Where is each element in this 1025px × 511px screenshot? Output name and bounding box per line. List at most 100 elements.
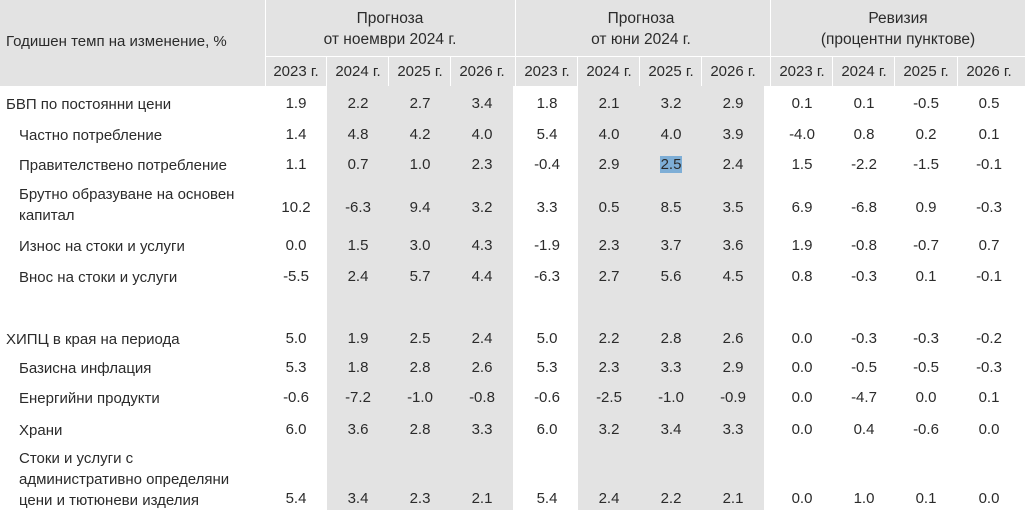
cell-value: -6.3 — [534, 268, 560, 285]
cell-value: -0.8 — [469, 389, 495, 406]
cell-value: 3.4 — [471, 95, 493, 112]
table-cell: -0.8 — [451, 389, 513, 406]
cell-value: 3.4 — [347, 490, 369, 507]
cell-value: 2.5 — [409, 330, 431, 347]
cell-value: 2.3 — [598, 359, 620, 376]
year-divider — [957, 56, 958, 86]
table-cell: 5.6 — [640, 268, 702, 285]
table-cell: 3.4 — [327, 490, 389, 507]
table-cell: 4.0 — [578, 126, 640, 143]
year-divider — [639, 56, 640, 86]
cell-value: -0.1 — [976, 156, 1002, 173]
cell-value: 9.4 — [409, 199, 431, 216]
cell-value: -0.7 — [913, 237, 939, 254]
table-cell: -0.6 — [265, 389, 327, 406]
table-cell: 3.2 — [451, 199, 513, 216]
header-subdivider — [265, 56, 1025, 57]
cell-value: 3.2 — [660, 95, 682, 112]
table-cell: -0.5 — [895, 95, 957, 112]
cell-value: 4.0 — [660, 126, 682, 143]
table-cell: 3.5 — [702, 199, 764, 216]
table-cell: 3.9 — [702, 126, 764, 143]
table-cell: -0.1 — [958, 268, 1020, 285]
cell-value: 1.9 — [347, 330, 369, 347]
cell-value: -0.3 — [913, 330, 939, 347]
cell-value: 1.4 — [285, 126, 307, 143]
cell-value: -0.5 — [851, 359, 877, 376]
cell-value: 2.1 — [598, 95, 620, 112]
cell-value: 2.8 — [660, 330, 682, 347]
cell-value: 5.3 — [285, 359, 307, 376]
table-cell: 5.0 — [265, 330, 327, 347]
table-cell: 2.7 — [389, 95, 451, 112]
row-label: БВП по постоянни цени — [6, 94, 171, 115]
year-divider — [577, 56, 578, 86]
year-header: 2023 г. — [524, 63, 570, 80]
table-cell: -7.2 — [327, 389, 389, 406]
cell-value: 3.0 — [409, 237, 431, 254]
table-cell: 0.1 — [958, 126, 1020, 143]
cell-value: 2.2 — [347, 95, 369, 112]
table-cell: -0.3 — [958, 199, 1020, 216]
year-divider — [450, 56, 451, 86]
cell-value: 2.9 — [722, 95, 744, 112]
cell-value: 3.3 — [722, 421, 744, 438]
table-cell: 1.0 — [389, 156, 451, 173]
table-cell: -0.2 — [958, 330, 1020, 347]
cell-value: 0.4 — [853, 421, 875, 438]
cell-value: 2.4 — [722, 156, 744, 173]
table-cell: 6.9 — [771, 199, 833, 216]
year-header: 2025 г. — [397, 63, 443, 80]
table-cell: 3.6 — [327, 421, 389, 438]
cell-value: 0.7 — [978, 237, 1000, 254]
table-cell: -0.5 — [895, 359, 957, 376]
cell-value: 2.8 — [409, 359, 431, 376]
row-label-line: Енергийни продукти — [19, 390, 160, 407]
year-header: 2023 г. — [779, 63, 825, 80]
year-header: 2023 г. — [273, 63, 319, 80]
table-cell: -0.6 — [516, 389, 578, 406]
row-label-line: цени и тютюневи изделия — [19, 492, 199, 509]
cell-value: 1.5 — [791, 156, 813, 173]
cell-value: -4.0 — [789, 126, 815, 143]
table-cell: 4.3 — [451, 237, 513, 254]
table-cell: 2.9 — [702, 95, 764, 112]
table-cell: -2.2 — [833, 156, 895, 173]
row-label-line: Частно потребление — [19, 127, 163, 144]
cell-value: 2.7 — [598, 268, 620, 285]
cell-value: -0.5 — [913, 359, 939, 376]
table-cell: 2.6 — [702, 330, 764, 347]
table-cell: 3.3 — [702, 421, 764, 438]
table-cell: 2.9 — [702, 359, 764, 376]
table-cell: 1.5 — [327, 237, 389, 254]
table-cell: 0.7 — [327, 156, 389, 173]
year-header: 2024 г. — [586, 63, 632, 80]
table-cell: 3.4 — [640, 421, 702, 438]
table-cell: 0.2 — [895, 126, 957, 143]
cell-value: -1.0 — [407, 389, 433, 406]
cell-value: 0.2 — [915, 126, 937, 143]
cell-value: 5.6 — [660, 268, 682, 285]
table-cell: -0.3 — [833, 268, 895, 285]
shaded-column — [389, 86, 451, 510]
table-cell: 3.4 — [451, 95, 513, 112]
table-cell: -1.9 — [516, 237, 578, 254]
table-cell: 2.8 — [389, 359, 451, 376]
cell-value: 4.3 — [471, 237, 493, 254]
cell-value: 6.9 — [791, 199, 813, 216]
cell-value: 0.5 — [978, 95, 1000, 112]
cell-value: 10.2 — [281, 199, 311, 216]
cell-value: 3.3 — [660, 359, 682, 376]
cell-value: 0.0 — [791, 359, 813, 376]
table-cell: 2.5 — [640, 156, 702, 173]
cell-value: -2.5 — [596, 389, 622, 406]
cell-value: -0.3 — [851, 330, 877, 347]
table-cell: 2.1 — [451, 490, 513, 507]
table-cell: 2.7 — [578, 268, 640, 285]
table-cell: 1.9 — [265, 95, 327, 112]
table-cell: 5.4 — [516, 126, 578, 143]
cell-value: -0.6 — [283, 389, 309, 406]
cell-value: 0.1 — [791, 95, 813, 112]
table-cell: 0.0 — [771, 490, 833, 507]
table-cell: 3.0 — [389, 237, 451, 254]
